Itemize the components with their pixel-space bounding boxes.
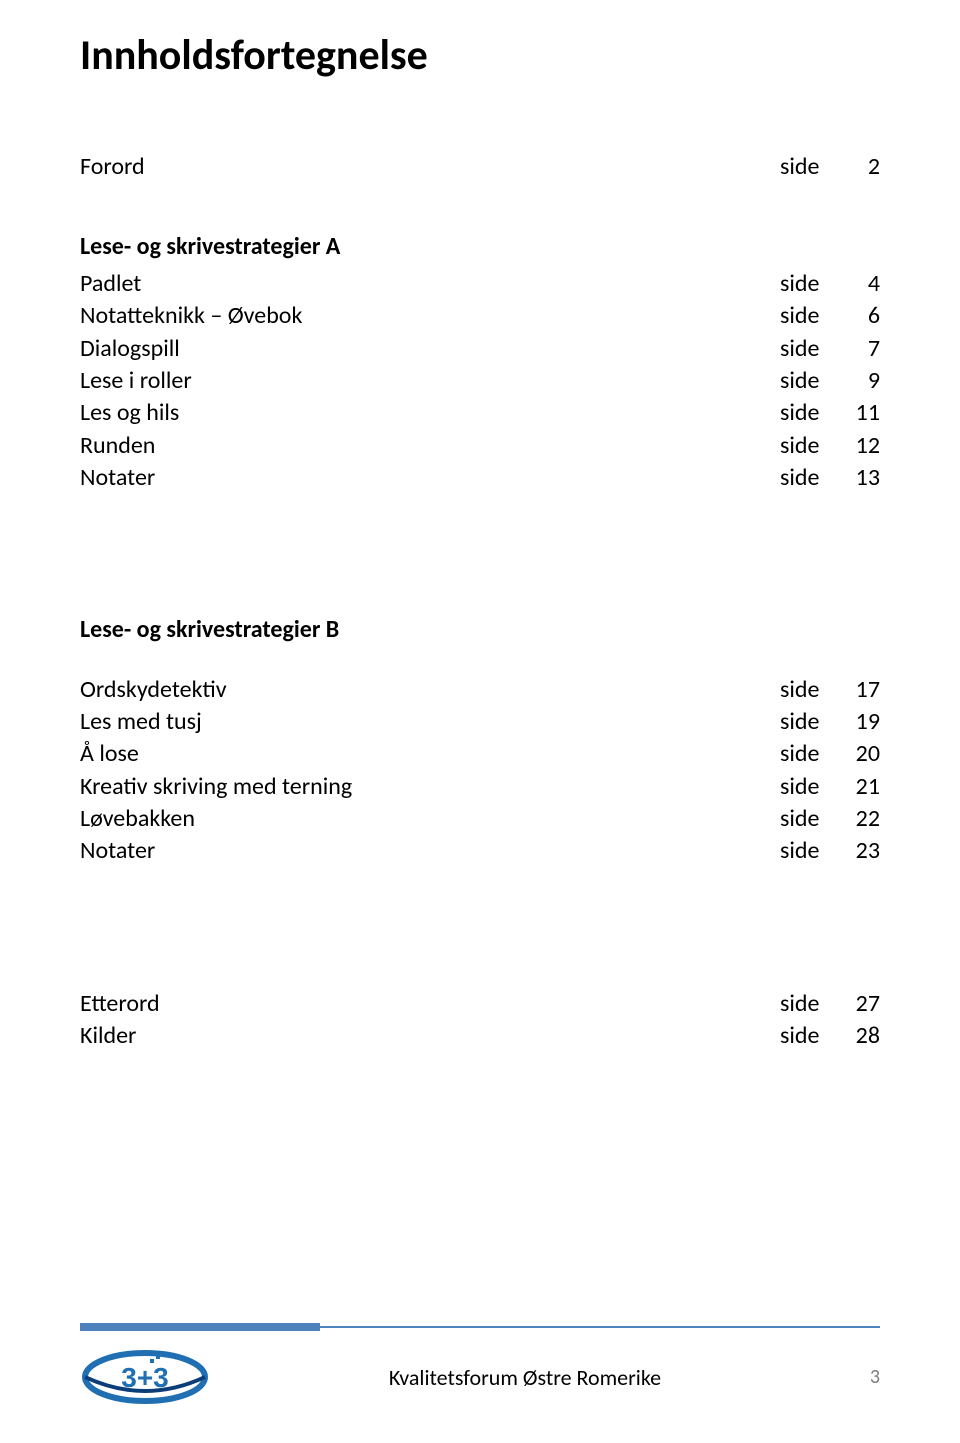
toc-row: Ordskydetektiv side 17 (80, 674, 880, 706)
footer-rule (80, 1326, 880, 1331)
toc-label: Padlet (80, 268, 780, 300)
toc-side-word: side (780, 771, 840, 803)
toc-page: 4 (840, 268, 880, 300)
toc-row: Notatteknikk – Øvebok side 6 (80, 300, 880, 332)
toc-row: Å lose side 20 (80, 738, 880, 770)
page-content: Innholdsfortegnelse Forord side 2 Lese- … (0, 0, 960, 1053)
toc-row: Notater side 23 (80, 835, 880, 867)
toc-label: Runden (80, 430, 780, 462)
toc-label: Notatteknikk – Øvebok (80, 300, 780, 332)
page-title: Innholdsfortegnelse (80, 30, 880, 81)
toc-side-word: side (780, 674, 840, 706)
toc-page: 27 (840, 988, 880, 1020)
toc-page: 6 (840, 300, 880, 332)
toc-label: Kilder (80, 1020, 780, 1052)
toc-row-etterord: Etterord side 27 (80, 988, 880, 1020)
toc-row: Løvebakken side 22 (80, 803, 880, 835)
toc-side-word: side (780, 1020, 840, 1052)
toc-row-kilder: Kilder side 28 (80, 1020, 880, 1052)
toc-row-forord: Forord side 2 (80, 151, 880, 183)
toc-label: Lese i roller (80, 365, 780, 397)
toc-side-word: side (780, 397, 840, 429)
toc-side-word: side (780, 333, 840, 365)
toc-row: Les med tusj side 19 (80, 706, 880, 738)
toc-page: 19 (840, 706, 880, 738)
toc-page: 2 (840, 151, 880, 183)
toc-page: 11 (840, 397, 880, 429)
toc-page: 21 (840, 771, 880, 803)
toc-section-label: Lese- og skrivestrategier A (80, 231, 780, 263)
toc-row: Padlet side 4 (80, 268, 880, 300)
toc-page: 22 (840, 803, 880, 835)
toc-label: Notater (80, 462, 780, 494)
toc-row: Kreativ skriving med terning side 21 (80, 771, 880, 803)
page-number: 3 (840, 1365, 880, 1389)
toc-side-word: side (780, 706, 840, 738)
toc-label: Dialogspill (80, 333, 780, 365)
toc-side-word: side (780, 803, 840, 835)
toc-row: Lese i roller side 9 (80, 365, 880, 397)
toc-page: 9 (840, 365, 880, 397)
toc-section-b-heading: Lese- og skrivestrategier B (80, 615, 880, 644)
toc-side-word: side (780, 268, 840, 300)
toc-row: Notater side 13 (80, 462, 880, 494)
toc-section-a-heading: Lese- og skrivestrategier A (80, 231, 880, 263)
toc-side-word: side (780, 988, 840, 1020)
toc-label: Les og hils (80, 397, 780, 429)
toc-side-word: side (780, 151, 840, 183)
toc-row: Dialogspill side 7 (80, 333, 880, 365)
toc-row: Runden side 12 (80, 430, 880, 462)
toc-page: 13 (840, 462, 880, 494)
toc-side-word: side (780, 462, 840, 494)
toc-page: 7 (840, 333, 880, 365)
toc-side-word: side (780, 738, 840, 770)
toc-label: Ordskydetektiv (80, 674, 780, 706)
toc-page: 23 (840, 835, 880, 867)
footer-text: Kvalitetsforum Østre Romerike (210, 1364, 840, 1391)
toc-label: Notater (80, 835, 780, 867)
toc-side-word: side (780, 365, 840, 397)
toc-label: Les med tusj (80, 706, 780, 738)
toc-label: Løvebakken (80, 803, 780, 835)
toc-page: 17 (840, 674, 880, 706)
footer: 3+3 Kvalitetsforum Østre Romerike 3 (0, 1326, 960, 1407)
toc-page: 28 (840, 1020, 880, 1052)
footer-rule-thick (80, 1323, 320, 1331)
toc-page: 20 (840, 738, 880, 770)
logo-text: 3+3 (121, 1362, 169, 1393)
logo-icon: 3+3 (80, 1347, 210, 1407)
toc-label: Forord (80, 151, 780, 183)
toc-label: Kreativ skriving med terning (80, 771, 780, 803)
toc-label: Å lose (80, 738, 780, 770)
toc-side-word: side (780, 835, 840, 867)
toc-page: 12 (840, 430, 880, 462)
toc-label: Etterord (80, 988, 780, 1020)
toc-side-word: side (780, 430, 840, 462)
footer-row: 3+3 Kvalitetsforum Østre Romerike 3 (80, 1347, 880, 1407)
toc-side-word: side (780, 300, 840, 332)
toc-row: Les og hils side 11 (80, 397, 880, 429)
